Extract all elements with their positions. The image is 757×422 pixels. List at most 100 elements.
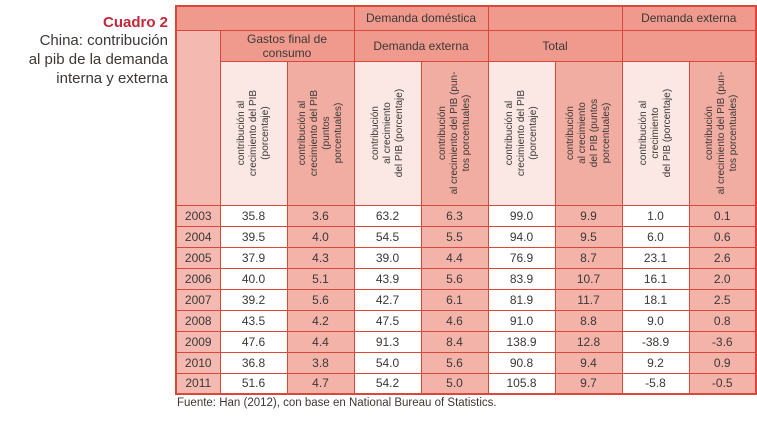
rotated-header-cell: contribución al crecimiento del PIB (pun… <box>420 60 489 206</box>
value-cell: 5.6 <box>420 351 489 374</box>
value-cell: 2.0 <box>688 267 757 290</box>
table-caption-title: China: contribución al pib de la demanda… <box>28 32 168 87</box>
value-cell: 2.5 <box>688 288 757 311</box>
table-row: 2006 40.0 5.1 43.9 5.6 83.9 10.7 16.1 2.… <box>175 267 757 290</box>
value-cell: 76.9 <box>487 246 556 269</box>
value-cell: 10.7 <box>554 267 623 290</box>
value-cell: 83.9 <box>487 267 556 290</box>
value-cell: 39.2 <box>219 288 288 311</box>
source-note: Fuente: Han (2012), con base en National… <box>177 397 497 409</box>
value-cell: 16.1 <box>621 267 690 290</box>
value-cell: 9.5 <box>554 225 623 248</box>
value-cell: 99.0 <box>487 204 556 227</box>
value-cell: 37.9 <box>219 246 288 269</box>
value-cell: 5.5 <box>420 225 489 248</box>
value-cell: -3.6 <box>688 330 757 353</box>
rotated-header-text: contribución al crecimiento del PIB (pun… <box>436 71 472 195</box>
value-cell: 12.8 <box>554 330 623 353</box>
value-cell: 4.6 <box>420 309 489 332</box>
value-cell: 94.0 <box>487 225 556 248</box>
value-cell: 9.9 <box>554 204 623 227</box>
header-gastos-final-consumo: Gastos final de consumo <box>219 29 355 62</box>
value-cell: 138.9 <box>487 330 556 353</box>
value-cell: 9.2 <box>621 351 690 374</box>
rotated-header-text: contribución al crecimiento del PIB (por… <box>369 88 405 178</box>
value-cell: -0.5 <box>688 372 757 395</box>
year-cell: 2005 <box>175 246 221 269</box>
table-row: 2011 51.6 4.7 54.2 5.0 105.8 9.7 -5.8 -0… <box>175 372 757 395</box>
value-cell: 6.0 <box>621 225 690 248</box>
header-row-2: Gastos final de consumo Demanda externa … <box>175 29 757 206</box>
data-table: Demanda doméstica Demanda externa Gastos… <box>175 5 757 395</box>
year-cell: 2008 <box>175 309 221 332</box>
value-cell: 5.0 <box>420 372 489 395</box>
value-cell: 42.7 <box>353 288 422 311</box>
year-cell: 2011 <box>175 372 221 395</box>
rotated-header-text: contribución al crecimiento del PIB (pun… <box>704 71 740 195</box>
rotated-header-text: contribución al crecimiento del PIB (pun… <box>564 98 612 168</box>
value-cell: 0.8 <box>688 309 757 332</box>
rotated-header-text: contribución al crecimiento del PIB (por… <box>235 89 271 177</box>
value-cell: 9.0 <box>621 309 690 332</box>
header-row-1: Demanda doméstica Demanda externa <box>175 5 757 31</box>
year-cell: 2003 <box>175 204 221 227</box>
rotated-header-cell: contribución al crecimiento del PIB (por… <box>487 60 556 206</box>
value-cell: 47.6 <box>219 330 288 353</box>
table-row: 2003 35.8 3.6 63.2 6.3 99.0 9.9 1.0 0.1 <box>175 204 757 227</box>
year-cell: 2004 <box>175 225 221 248</box>
rotated-header-text: contribución al crecimiento del PIB (pun… <box>296 89 344 177</box>
value-cell: 39.0 <box>353 246 422 269</box>
rotated-header-cell: contribución al crecimiento del PIB (pun… <box>554 60 623 206</box>
rotated-header-cell: contribución al crecimiento del PIB (por… <box>219 60 288 206</box>
value-cell: 5.6 <box>420 267 489 290</box>
value-cell: 4.4 <box>420 246 489 269</box>
value-cell: 105.8 <box>487 372 556 395</box>
value-cell: 0.1 <box>688 204 757 227</box>
table-caption: Cuadro 2 China: contribución al pib de l… <box>4 14 168 89</box>
rotated-header-cell: contribución al crecimiento del PIB (pun… <box>688 60 757 206</box>
value-cell: 43.9 <box>353 267 422 290</box>
year-cell: 2010 <box>175 351 221 374</box>
value-cell: 6.1 <box>420 288 489 311</box>
value-cell: 0.6 <box>688 225 757 248</box>
header-demanda-domestica: Demanda doméstica <box>353 5 489 31</box>
value-cell: 4.2 <box>286 309 355 332</box>
table-row: 2009 47.6 4.4 91.3 8.4 138.9 12.8 -38.9 … <box>175 330 757 353</box>
rotated-header-text: contribución al crecimiento del PIB (por… <box>637 88 673 178</box>
table-row: 2007 39.2 5.6 42.7 6.1 81.9 11.7 18.1 2.… <box>175 288 757 311</box>
value-cell: 2.6 <box>688 246 757 269</box>
empty-header-cell <box>621 29 757 62</box>
header-total: Total <box>487 29 623 62</box>
year-cell: 2006 <box>175 267 221 290</box>
value-cell: 35.8 <box>219 204 288 227</box>
value-cell: 54.5 <box>353 225 422 248</box>
rotated-header-row: contribución al crecimiento del PIB (por… <box>176 60 757 206</box>
value-cell: 4.7 <box>286 372 355 395</box>
value-cell: 40.0 <box>219 267 288 290</box>
value-cell: 6.3 <box>420 204 489 227</box>
value-cell: 8.8 <box>554 309 623 332</box>
value-cell: 43.5 <box>219 309 288 332</box>
value-cell: 54.0 <box>353 351 422 374</box>
table-row: 2004 39.5 4.0 54.5 5.5 94.0 9.5 6.0 0.6 <box>175 225 757 248</box>
value-cell: -5.8 <box>621 372 690 395</box>
value-cell: 5.6 <box>286 288 355 311</box>
empty-header-cell <box>175 5 355 31</box>
year-cell: 2009 <box>175 330 221 353</box>
value-cell: 51.6 <box>219 372 288 395</box>
table-row: 2008 43.5 4.2 47.5 4.6 91.0 8.8 9.0 0.8 <box>175 309 757 332</box>
year-cell: 2007 <box>175 288 221 311</box>
year-column-header-cell <box>175 29 221 206</box>
value-cell: 39.5 <box>219 225 288 248</box>
value-cell: 36.8 <box>219 351 288 374</box>
header-demanda-externa-sub: Demanda externa <box>353 29 489 62</box>
value-cell: 8.4 <box>420 330 489 353</box>
value-cell: 63.2 <box>353 204 422 227</box>
value-cell: 9.4 <box>554 351 623 374</box>
rotated-header-cell: contribución al crecimiento del PIB (por… <box>621 60 690 206</box>
value-cell: 18.1 <box>621 288 690 311</box>
table-row: 2005 37.9 4.3 39.0 4.4 76.9 8.7 23.1 2.6 <box>175 246 757 269</box>
value-cell: 91.0 <box>487 309 556 332</box>
value-cell: 47.5 <box>353 309 422 332</box>
value-cell: 91.3 <box>353 330 422 353</box>
